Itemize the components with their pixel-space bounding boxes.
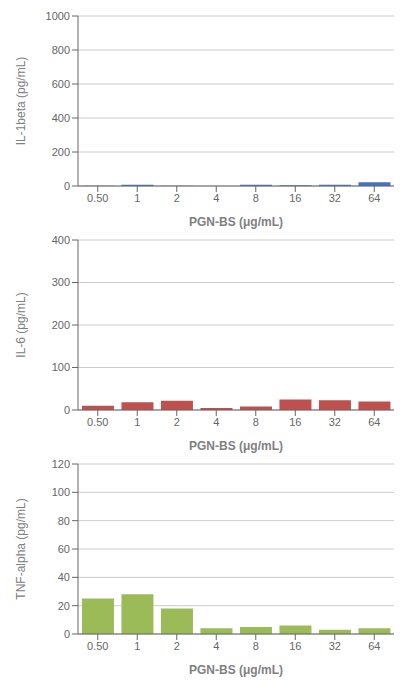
svg-text:0: 0 <box>64 404 70 416</box>
svg-text:80: 80 <box>58 515 70 527</box>
svg-text:PGN-BS (μg/mL): PGN-BS (μg/mL) <box>189 439 283 453</box>
svg-text:40: 40 <box>58 571 70 583</box>
svg-text:8: 8 <box>253 192 259 204</box>
svg-text:32: 32 <box>329 416 341 428</box>
svg-text:1: 1 <box>134 192 140 204</box>
svg-text:PGN-BS (μg/mL): PGN-BS (μg/mL) <box>189 215 283 229</box>
svg-text:PGN-BS (μg/mL): PGN-BS (μg/mL) <box>189 663 283 677</box>
svg-text:20: 20 <box>58 600 70 612</box>
svg-text:8: 8 <box>253 640 259 652</box>
svg-text:16: 16 <box>289 192 301 204</box>
svg-text:IL-1beta (pg/mL): IL-1beta (pg/mL) <box>14 57 28 146</box>
svg-text:400: 400 <box>52 234 70 246</box>
svg-text:16: 16 <box>289 416 301 428</box>
svg-text:0: 0 <box>64 180 70 192</box>
svg-text:300: 300 <box>52 276 70 288</box>
svg-text:200: 200 <box>52 146 70 158</box>
svg-text:32: 32 <box>329 192 341 204</box>
svg-text:2: 2 <box>174 192 180 204</box>
svg-text:64: 64 <box>368 416 380 428</box>
svg-text:400: 400 <box>52 112 70 124</box>
svg-text:1000: 1000 <box>46 10 70 22</box>
svg-text:IL-6 (pg/mL): IL-6 (pg/mL) <box>14 292 28 357</box>
svg-text:100: 100 <box>52 486 70 498</box>
svg-text:64: 64 <box>368 192 380 204</box>
svg-text:120: 120 <box>52 458 70 470</box>
svg-text:0.50: 0.50 <box>87 640 108 652</box>
svg-text:2: 2 <box>174 416 180 428</box>
svg-text:0.50: 0.50 <box>87 416 108 428</box>
svg-text:0: 0 <box>64 628 70 640</box>
svg-text:0.50: 0.50 <box>87 192 108 204</box>
svg-text:200: 200 <box>52 319 70 331</box>
svg-text:8: 8 <box>253 416 259 428</box>
svg-text:16: 16 <box>289 640 301 652</box>
svg-text:100: 100 <box>52 361 70 373</box>
svg-text:4: 4 <box>213 416 219 428</box>
svg-text:1: 1 <box>134 640 140 652</box>
svg-text:4: 4 <box>213 192 219 204</box>
svg-text:2: 2 <box>174 640 180 652</box>
svg-text:4: 4 <box>213 640 219 652</box>
svg-text:TNF-alpha (pg/mL): TNF-alpha (pg/mL) <box>14 498 28 599</box>
svg-text:32: 32 <box>329 640 341 652</box>
svg-text:600: 600 <box>52 78 70 90</box>
svg-text:1: 1 <box>134 416 140 428</box>
svg-text:800: 800 <box>52 44 70 56</box>
svg-text:64: 64 <box>368 640 380 652</box>
svg-text:60: 60 <box>58 543 70 555</box>
